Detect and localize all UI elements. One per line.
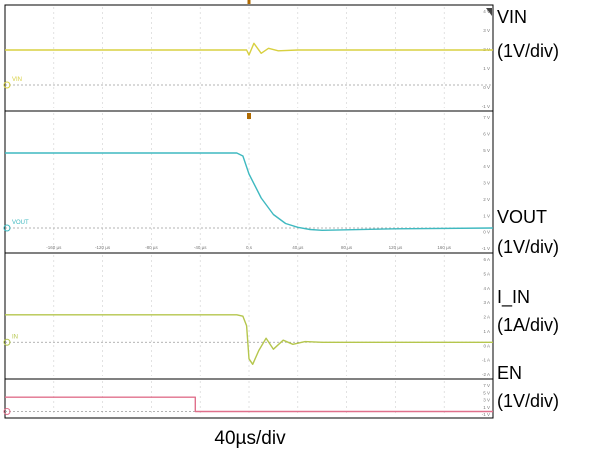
en-y-tick-label: 3 V [483, 398, 490, 403]
vout-waveform [5, 152, 494, 232]
vout-channel-marker [3, 224, 11, 232]
vout-x-tick-label: 80 µs [341, 245, 353, 250]
vout-x-tick-label: 0 s [246, 245, 253, 250]
vin-channel-tag: VIN [12, 77, 22, 83]
vin-name-label: VIN [497, 7, 528, 27]
en-waveform [5, 396, 493, 413]
vout-y-tick-label: 7 V [483, 115, 490, 120]
en-y-tick-label: 5 V [483, 390, 490, 395]
iin-y-tick-label: 3 A [483, 300, 490, 305]
vout-y-tick-label: 4 V [483, 164, 490, 169]
vout-y-tick-label: -1 V [482, 246, 490, 251]
iin-y-tick-label: 0 A [483, 343, 490, 348]
iin-y-tick-label: -2 A [482, 372, 490, 377]
iin-y-tick-label: 1 A [483, 329, 490, 334]
vout-y-tick-label: 5 V [483, 148, 490, 153]
en-y-tick-label: 7 V [483, 383, 490, 388]
timebase-label: 40µs/div [214, 428, 286, 449]
vin-y-tick-label: -1 V [482, 104, 490, 109]
en-channel-marker [3, 408, 11, 415]
en-scale-label: (1V/div) [497, 391, 560, 411]
vout-x-tick-label: 120 µs [389, 245, 403, 250]
iin-y-tick-label: 4 A [483, 286, 490, 291]
iin-name-label: I_IN [497, 287, 531, 307]
vout-name-label: VOUT [497, 207, 548, 227]
vin-waveform [5, 42, 493, 56]
en-y-tick-label: 1 V [483, 405, 490, 410]
vin-y-tick-label: 0 V [483, 85, 490, 90]
en-y-tick-label: -1 V [482, 412, 490, 417]
iin-y-tick-label: 5 A [483, 271, 490, 276]
vin-y-tick-label: 3 V [483, 28, 490, 33]
vin-scale-label: (1V/div) [497, 41, 560, 61]
vout-x-tick-label: 40 µs [292, 245, 304, 250]
vout-x-tick-label: -120 µs [95, 245, 111, 250]
vout-x-tick-label: 160 µs [437, 245, 451, 250]
vin-y-tick-label: 4 V [483, 9, 490, 14]
iin-y-tick-label: -1 A [482, 358, 490, 363]
vout-channel-tag: VOUT [12, 220, 29, 226]
trigger-marker-icon [247, 113, 251, 119]
vout-y-tick-label: 2 V [483, 197, 490, 202]
vout-y-tick-label: 6 V [483, 131, 490, 136]
iin-y-tick-label: 6 A [483, 257, 490, 262]
iin-waveform [5, 314, 493, 365]
vout-x-tick-label: -40 µs [194, 245, 207, 250]
corner-indicator-icon [486, 8, 492, 16]
iin-y-tick-label: 2 A [483, 315, 490, 320]
iin-channel-tag: IN [12, 334, 18, 340]
iin-channel-marker [3, 338, 11, 346]
en-name-label: EN [497, 363, 523, 383]
vout-x-tick-label: -80 µs [145, 245, 158, 250]
trigger-top-marker-icon [247, 0, 251, 4]
vin-channel-marker [3, 81, 11, 89]
vin-y-tick-label: 1 V [483, 66, 490, 71]
vout-y-tick-label: 0 V [483, 230, 490, 235]
vout-x-tick-label: -160 µs [46, 245, 62, 250]
vout-y-tick-label: 3 V [483, 181, 490, 186]
vout-y-tick-label: 1 V [483, 213, 490, 218]
iin-scale-label: (1A/div) [497, 315, 560, 335]
vout-scale-label: (1V/div) [497, 237, 560, 257]
